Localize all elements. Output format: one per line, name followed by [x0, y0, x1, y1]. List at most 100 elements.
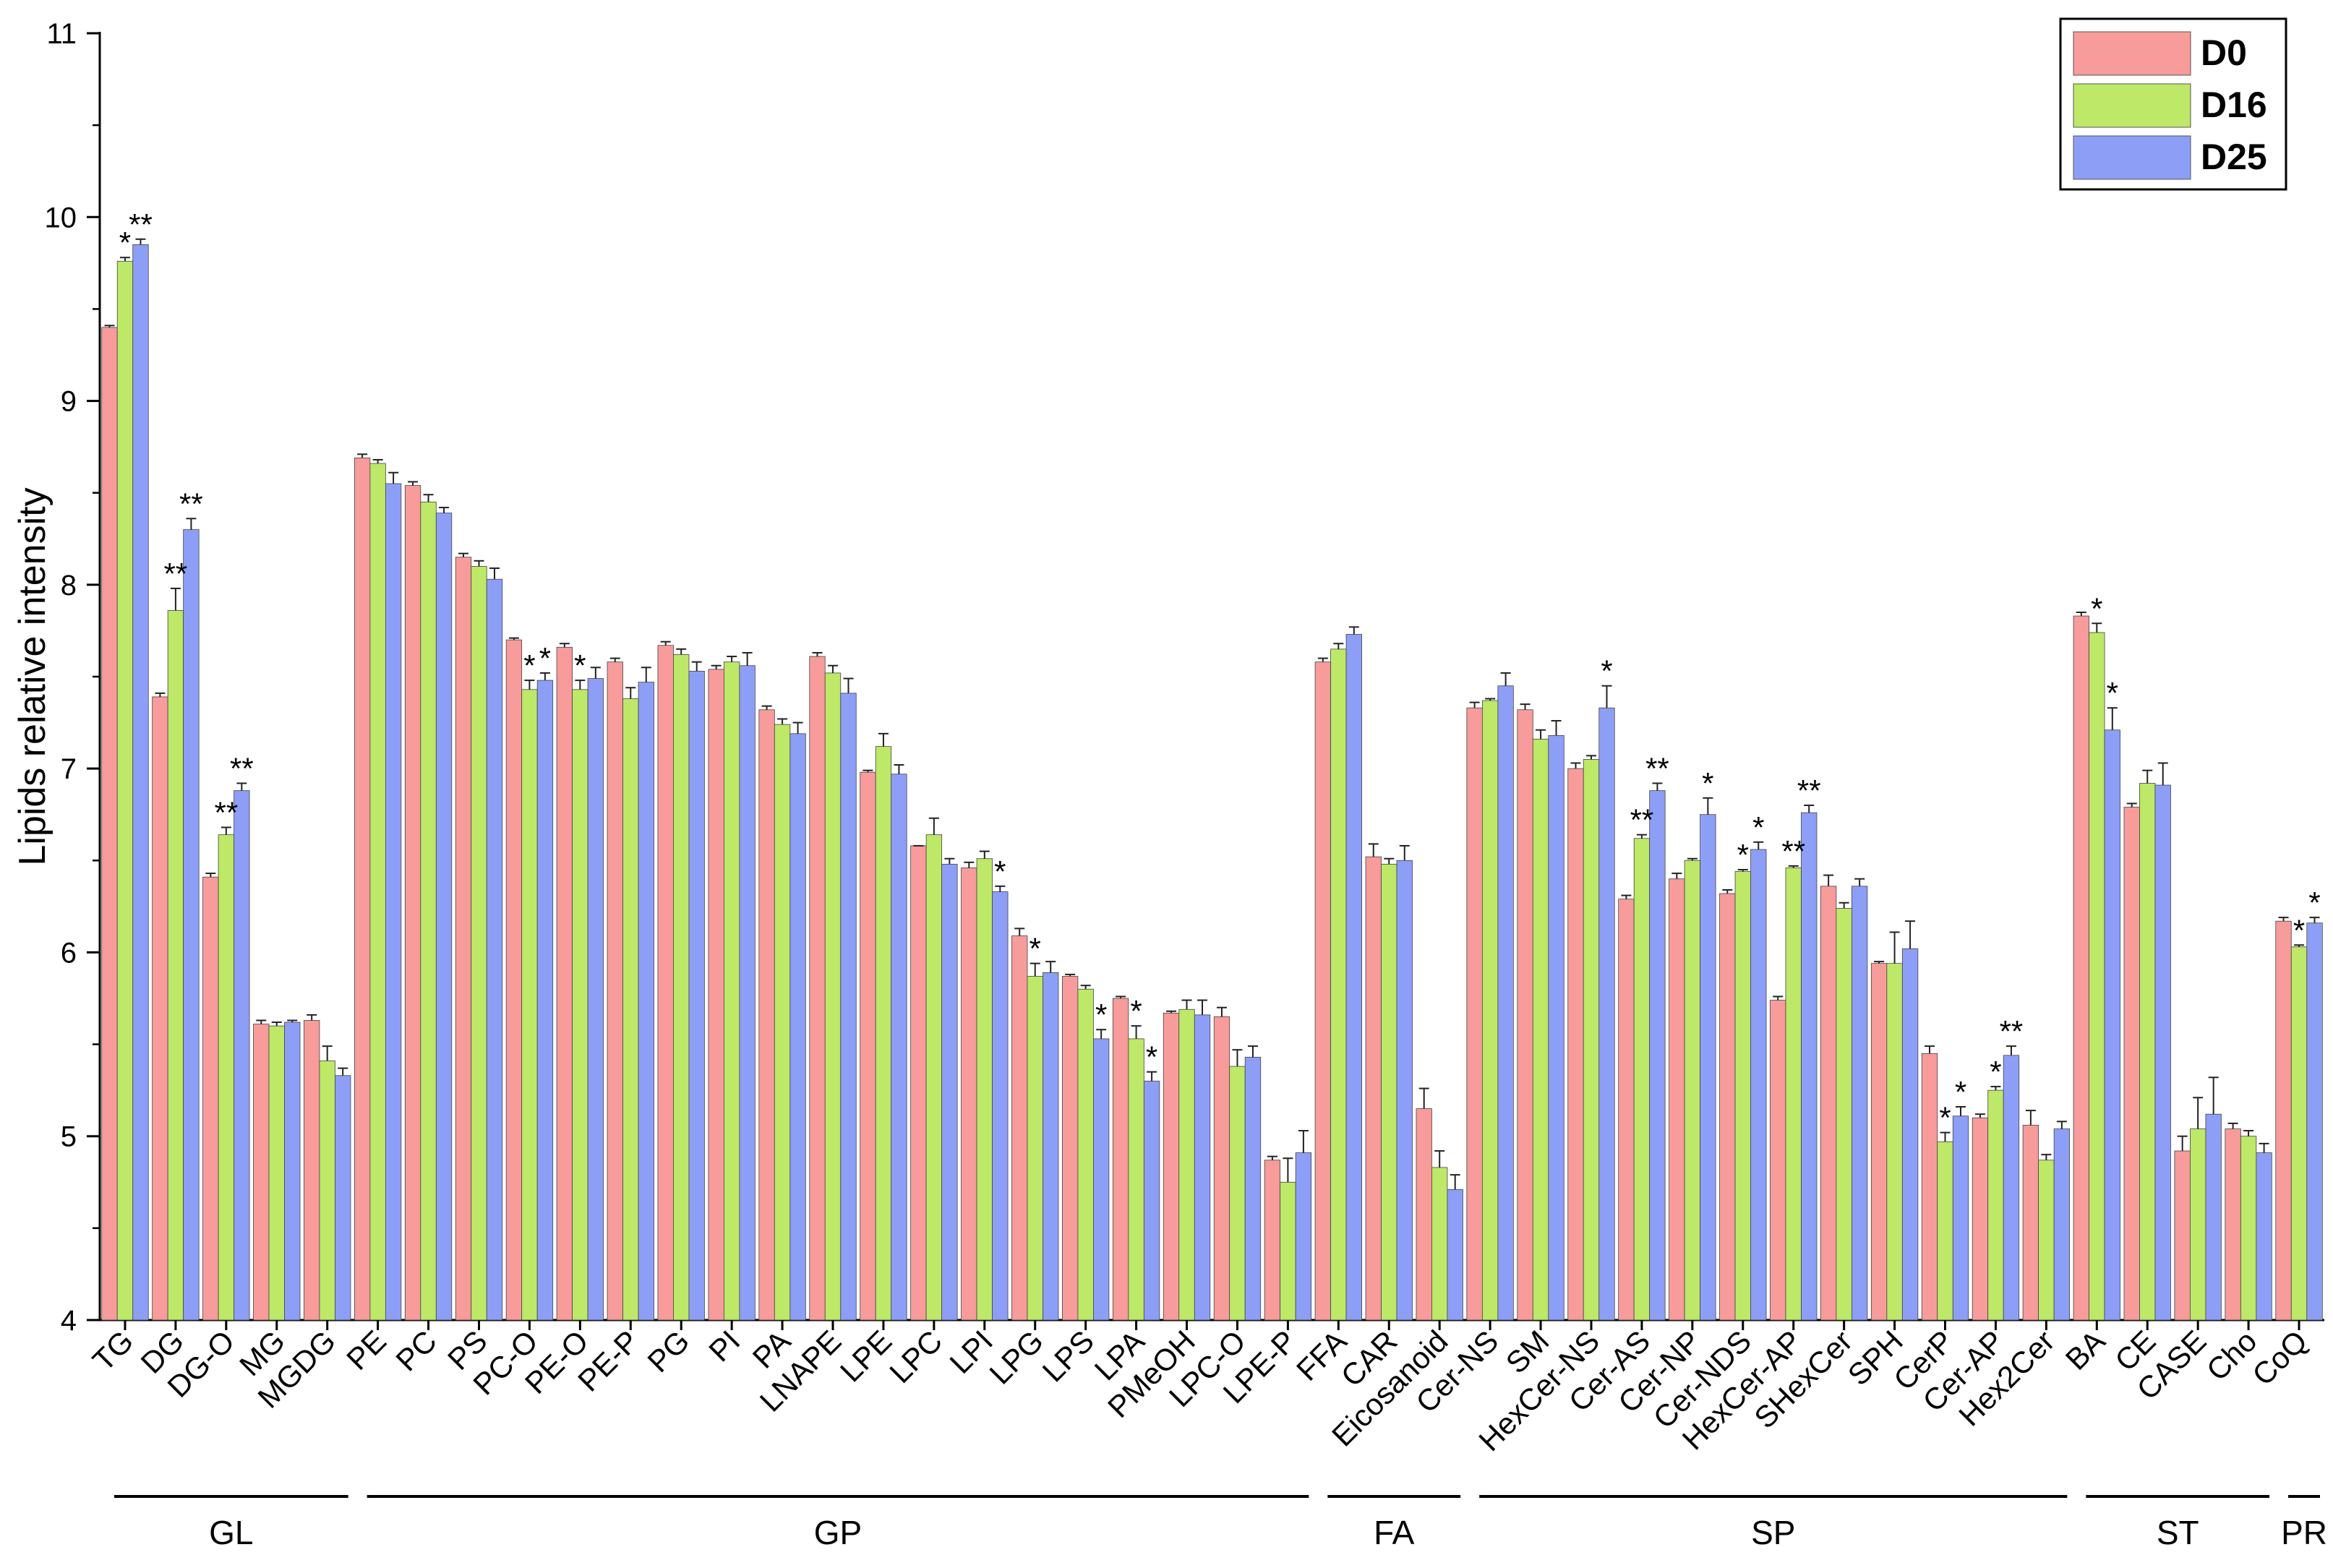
bar-d0 — [607, 661, 623, 1321]
bar-d25 — [1952, 1115, 1969, 1321]
bar-d16 — [218, 834, 234, 1321]
bar-d0 — [1770, 1000, 1786, 1321]
bar-d16 — [1987, 1089, 2004, 1321]
bar-d25 — [1194, 1014, 1211, 1321]
bar-d25 — [2104, 729, 2120, 1321]
group-label: ST — [2157, 1514, 2199, 1551]
bar-d25 — [840, 693, 857, 1321]
bar-d0 — [1011, 935, 1028, 1321]
bar-d25 — [1750, 849, 1767, 1321]
bar-d0 — [2225, 1128, 2241, 1321]
legend-swatch — [2073, 83, 2191, 128]
x-tick-label: PC — [389, 1324, 443, 1378]
bar-d0 — [1719, 893, 1736, 1321]
bar-d0 — [455, 557, 472, 1321]
significance-mark: * — [1702, 766, 1713, 800]
bar-d25 — [536, 680, 554, 1321]
bar-d0 — [2123, 807, 2140, 1321]
y-tick-label: 10 — [45, 202, 77, 234]
bar-d25 — [435, 513, 453, 1321]
bar-d0 — [253, 1024, 270, 1321]
bar-d16 — [471, 566, 487, 1321]
bar-d25 — [2003, 1055, 2020, 1321]
significance-mark: * — [994, 854, 1006, 888]
bar-d16 — [1937, 1141, 1953, 1321]
significance-mark: * — [2308, 886, 2320, 920]
significance-mark: * — [2293, 913, 2305, 947]
bar-d25 — [486, 578, 503, 1321]
bar-d16 — [723, 661, 740, 1321]
bar-d0 — [152, 696, 168, 1321]
group-label: PR — [2281, 1514, 2327, 1551]
bar-d0 — [354, 458, 371, 1321]
bar-d0 — [2073, 615, 2089, 1321]
significance-mark: * — [1601, 654, 1612, 688]
significance-mark: ** — [2000, 1014, 2024, 1048]
bar-d25 — [2306, 922, 2323, 1321]
bar-d16 — [2038, 1160, 2055, 1321]
x-tick-label: LPS — [1036, 1324, 1100, 1388]
legend-label: D25 — [2201, 137, 2267, 177]
bar-d25 — [1497, 685, 1514, 1321]
x-tick-label: Cho — [2200, 1324, 2264, 1387]
bar-d25 — [1043, 972, 1059, 1321]
bar-d16 — [1128, 1038, 1144, 1321]
bar-d16 — [1229, 1066, 1246, 1321]
bar-d0 — [910, 845, 927, 1321]
bar-d25 — [1447, 1189, 1463, 1321]
bar-d25 — [234, 790, 250, 1321]
bar-d16 — [824, 672, 842, 1321]
significance-mark: * — [539, 641, 551, 675]
bar-d16 — [1684, 860, 1701, 1321]
bar-d0 — [1820, 886, 1837, 1321]
significance-mark: * — [1990, 1055, 2001, 1089]
bar-d25 — [1295, 1152, 1312, 1321]
bar-d16 — [1178, 1008, 1195, 1321]
bar-d25 — [1598, 707, 1615, 1321]
significance-mark: * — [523, 648, 535, 682]
bar-d25 — [132, 244, 149, 1321]
significance-mark: * — [1029, 932, 1041, 966]
bar-d25 — [941, 863, 958, 1321]
bar-d0 — [860, 771, 876, 1321]
bar-d0 — [1972, 1117, 1989, 1321]
bar-d0 — [2022, 1125, 2039, 1321]
significance-mark: * — [119, 226, 131, 260]
bar-d0 — [1669, 878, 1685, 1321]
bar-d25 — [2256, 1152, 2272, 1321]
bar-d25 — [1851, 886, 1868, 1321]
bar-d16 — [2089, 632, 2105, 1321]
bar-d16 — [268, 1025, 285, 1321]
significance-mark: * — [2107, 676, 2118, 710]
bar-d16 — [572, 689, 588, 1321]
bar-d0 — [101, 327, 118, 1321]
bar-d16 — [116, 260, 134, 1321]
bar-d0 — [809, 656, 826, 1321]
y-tick-label: 4 — [61, 1305, 77, 1337]
bar-d25 — [1649, 790, 1666, 1321]
bar-d16 — [1583, 759, 1600, 1321]
x-tick-label: LPG — [983, 1324, 1050, 1391]
bar-d16 — [1633, 838, 1651, 1321]
bar-d25 — [1548, 734, 1564, 1321]
bar-d16 — [369, 463, 386, 1321]
bar-d0 — [1517, 709, 1533, 1321]
bar-d0 — [1112, 998, 1129, 1321]
bar-d0 — [708, 669, 724, 1321]
bar-d16 — [2190, 1128, 2206, 1321]
x-tick-label: PG — [641, 1324, 695, 1379]
y-axis-title: Lipids relative intensity — [12, 487, 53, 865]
legend-swatch — [2073, 31, 2191, 76]
bar-d25 — [789, 733, 806, 1321]
bar-d0 — [556, 646, 573, 1321]
bar-d0 — [1870, 963, 1888, 1321]
bar-d0 — [1213, 1016, 1230, 1321]
bar-d16 — [1886, 963, 1903, 1321]
bar-d16 — [1836, 908, 1852, 1321]
bar-d25 — [992, 891, 1009, 1321]
bar-d16 — [925, 834, 943, 1321]
y-tick-label: 8 — [61, 570, 77, 601]
significance-mark: ** — [1630, 803, 1654, 837]
bar-d0 — [304, 1020, 320, 1321]
